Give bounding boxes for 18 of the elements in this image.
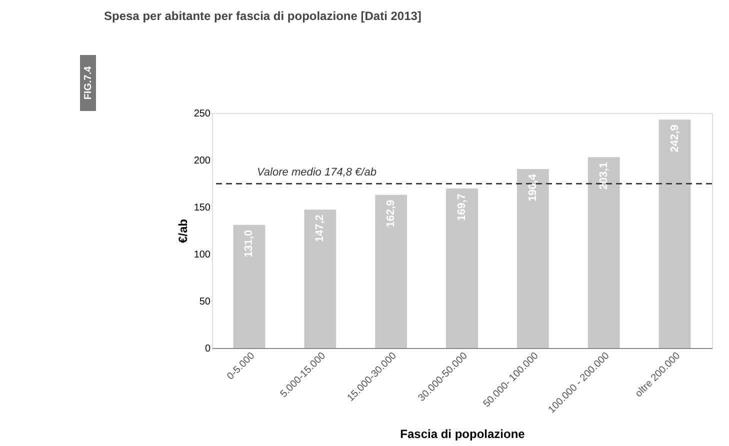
bar (233, 224, 266, 348)
y-tick-label: 0 (204, 344, 211, 354)
bar (304, 210, 336, 348)
y-axis-title: €/ab (176, 218, 190, 244)
y-tick-label: 150 (194, 202, 211, 214)
y-tick-label: 50 (199, 296, 211, 308)
bar (375, 194, 408, 348)
bar (446, 188, 478, 348)
caption: FIG.7.4 (83, 66, 94, 100)
ref-line-label: Valore medio 174,8 €/ab (257, 166, 376, 179)
y-tick-label: 250 (194, 108, 211, 120)
bar (658, 120, 691, 348)
bar (588, 157, 620, 348)
y-tick-label: 100 (194, 250, 211, 260)
y-tick-label: 200 (194, 156, 211, 166)
bar (516, 169, 549, 348)
x-axis-title: Fascia di popolazione (400, 426, 526, 441)
chart-title: Spesa per abitante per fascia di popolazione [Dati 2013] (104, 9, 422, 23)
